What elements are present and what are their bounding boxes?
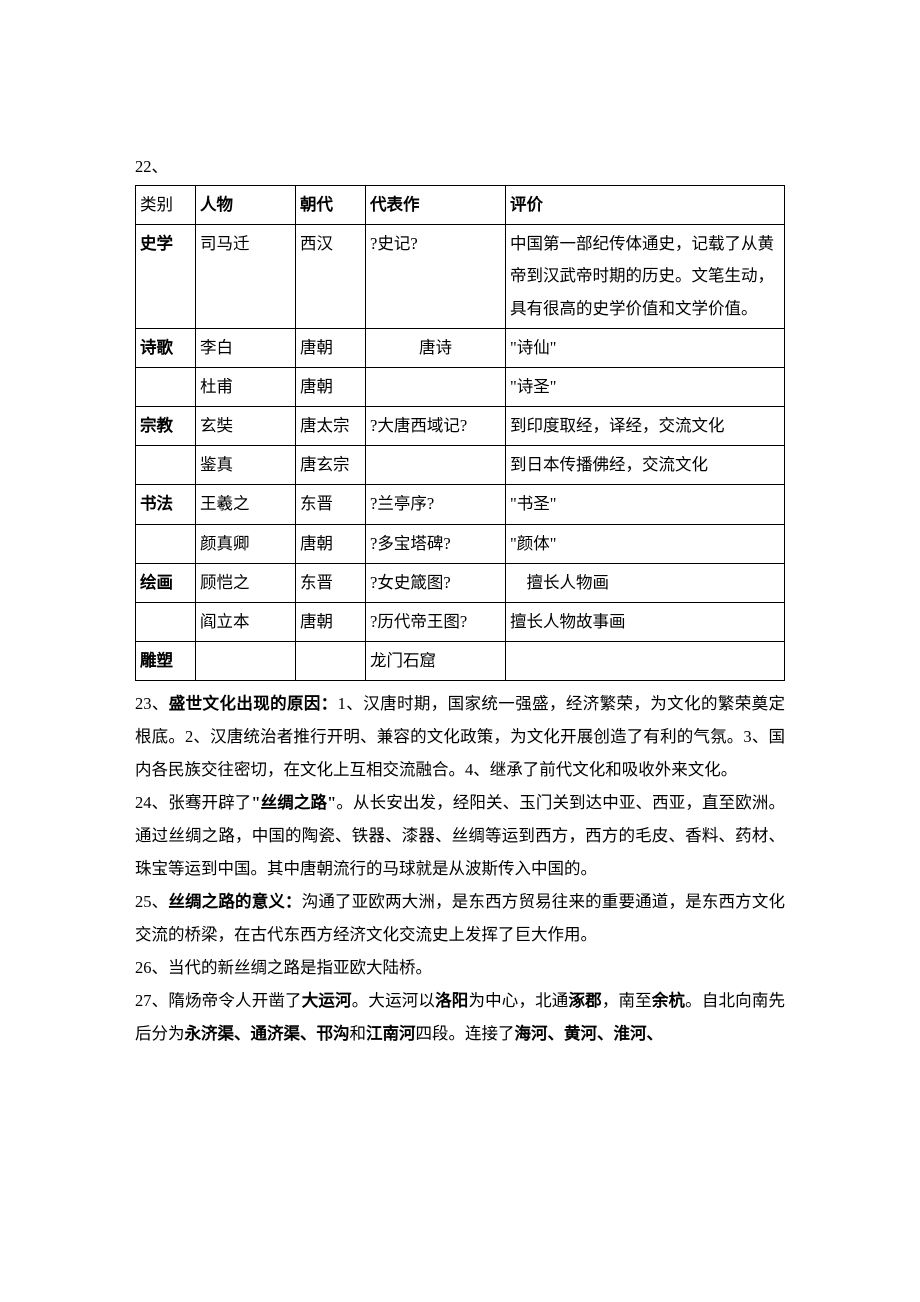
cell-dynasty: 唐朝 <box>296 602 366 641</box>
table-row: 书法王羲之东晋?兰亭序?"书圣" <box>136 485 785 524</box>
cell-eval: 到日本传播佛经，交流文化 <box>506 446 785 485</box>
cell-work <box>366 446 506 485</box>
p27-b3: 涿郡 <box>568 991 601 1010</box>
cell-person: 李白 <box>196 328 296 367</box>
p27-b7: 海河、黄河、淮河、 <box>515 1024 664 1043</box>
cell-work: ?女史箴图? <box>366 563 506 602</box>
table-row: 史学司马迁西汉?史记?中国第一部纪传体通史，记载了从黄帝到汉武帝时期的历史。文笔… <box>136 225 785 329</box>
cell-person: 顾恺之 <box>196 563 296 602</box>
table-row: 雕塑 龙门石窟 <box>136 642 785 681</box>
para-26: 26、当代的新丝绸之路是指亚欧大陆桥。 <box>135 951 785 984</box>
p27-s4: ，南至 <box>602 991 652 1010</box>
table-row: 颜真卿唐朝?多宝塔碑?"颜体" <box>136 524 785 563</box>
p23-bold: 盛世文化出现的原因： <box>169 694 338 713</box>
cell-category <box>136 446 196 485</box>
th-person: 人物 <box>196 186 296 225</box>
p25-bold: 丝绸之路的意义： <box>168 892 301 911</box>
cell-dynasty: 西汉 <box>296 225 366 329</box>
cell-eval: 中国第一部纪传体通史，记载了从黄帝到汉武帝时期的历史。文笔生动，具有很高的史学价… <box>506 225 785 329</box>
cell-dynasty: 唐太宗 <box>296 407 366 446</box>
p27-s2: 。大运河以 <box>352 991 435 1010</box>
cell-eval: "诗圣" <box>506 367 785 406</box>
para-24: 24、张骞开辟了"丝绸之路"。从长安出发，经阳关、玉门关到达中亚、西亚，直至欧洲… <box>135 786 785 885</box>
cell-person: 杜甫 <box>196 367 296 406</box>
cell-eval: "书圣" <box>506 485 785 524</box>
cell-work: ?历代帝王图? <box>366 602 506 641</box>
th-dynasty: 朝代 <box>296 186 366 225</box>
p27-s7: 四段。连接了 <box>416 1024 515 1043</box>
table-row: 鉴真唐玄宗 到日本传播佛经，交流文化 <box>136 446 785 485</box>
cell-category: 宗教 <box>136 407 196 446</box>
table-row: 杜甫唐朝 "诗圣" <box>136 367 785 406</box>
cell-dynasty <box>296 642 366 681</box>
p27-b1: 大运河 <box>302 991 352 1010</box>
cell-category <box>136 524 196 563</box>
th-category: 类别 <box>136 186 196 225</box>
cell-person: 颜真卿 <box>196 524 296 563</box>
table-row: 阎立本唐朝?历代帝王图?擅长人物故事画 <box>136 602 785 641</box>
p24-prefix: 24、张骞开辟了 <box>135 793 251 812</box>
cell-category <box>136 602 196 641</box>
para-23: 23、盛世文化出现的原因：1、汉唐时期，国家统一强盛，经济繁荣，为文化的繁荣奠定… <box>135 687 785 786</box>
cell-work: ?多宝塔碑? <box>366 524 506 563</box>
cell-work: ?兰亭序? <box>366 485 506 524</box>
cell-person: 王羲之 <box>196 485 296 524</box>
p27-b4: 余杭 <box>652 991 685 1010</box>
cell-person: 玄奘 <box>196 407 296 446</box>
cell-dynasty: 唐朝 <box>296 328 366 367</box>
cell-work: 龙门石窟 <box>366 642 506 681</box>
cell-work <box>366 367 506 406</box>
cell-dynasty: 唐朝 <box>296 524 366 563</box>
item-22-label: 22、 <box>135 150 785 183</box>
cell-category: 绘画 <box>136 563 196 602</box>
p27-s3: 为中心，北通 <box>468 991 568 1010</box>
cell-person <box>196 642 296 681</box>
para-25: 25、丝绸之路的意义：沟通了亚欧两大洲，是东西方贸易往来的重要通道，是东西方文化… <box>135 885 785 951</box>
cell-eval: "颜体" <box>506 524 785 563</box>
table-row: 绘画顾恺之东晋?女史箴图? 擅长人物画 <box>136 563 785 602</box>
th-work: 代表作 <box>366 186 506 225</box>
p24-bold: "丝绸之路" <box>251 793 336 812</box>
cell-category <box>136 367 196 406</box>
cell-work: 唐诗 <box>366 328 506 367</box>
cell-person: 司马迁 <box>196 225 296 329</box>
p23-prefix: 23、 <box>135 694 169 713</box>
th-eval: 评价 <box>506 186 785 225</box>
cell-person: 鉴真 <box>196 446 296 485</box>
p27-s6: 和 <box>350 1024 367 1043</box>
cell-person: 阎立本 <box>196 602 296 641</box>
cell-category: 雕塑 <box>136 642 196 681</box>
page: 22、 类别 人物 朝代 代表作 评价 史学司马迁西汉?史记?中国第一部纪传体通… <box>0 0 920 1302</box>
para-27: 27、隋炀帝令人开凿了大运河。大运河以洛阳为中心，北通涿郡，南至余杭。自北向南先… <box>135 984 785 1050</box>
cell-eval <box>506 642 785 681</box>
cell-dynasty: 唐玄宗 <box>296 446 366 485</box>
cell-dynasty: 唐朝 <box>296 367 366 406</box>
cell-eval: 擅长人物故事画 <box>506 602 785 641</box>
table-row: 诗歌李白唐朝唐诗"诗仙" <box>136 328 785 367</box>
cell-work: ?大唐西域记? <box>366 407 506 446</box>
cell-category: 书法 <box>136 485 196 524</box>
p27-b5: 永济渠、通济渠、邗沟 <box>185 1024 350 1043</box>
p27-b2: 洛阳 <box>435 991 468 1010</box>
cell-category: 诗歌 <box>136 328 196 367</box>
cell-category: 史学 <box>136 225 196 329</box>
cell-dynasty: 东晋 <box>296 485 366 524</box>
cell-work: ?史记? <box>366 225 506 329</box>
table-header-row: 类别 人物 朝代 代表作 评价 <box>136 186 785 225</box>
p27-b6: 江南河 <box>366 1024 416 1043</box>
culture-table: 类别 人物 朝代 代表作 评价 史学司马迁西汉?史记?中国第一部纪传体通史，记载… <box>135 185 785 681</box>
cell-eval: "诗仙" <box>506 328 785 367</box>
cell-dynasty: 东晋 <box>296 563 366 602</box>
table-row: 宗教玄奘唐太宗?大唐西域记?到印度取经，译经，交流文化 <box>136 407 785 446</box>
p27-s1: 27、隋炀帝令人开凿了 <box>135 991 302 1010</box>
cell-eval: 到印度取经，译经，交流文化 <box>506 407 785 446</box>
cell-eval: 擅长人物画 <box>506 563 785 602</box>
p25-prefix: 25、 <box>135 892 168 911</box>
